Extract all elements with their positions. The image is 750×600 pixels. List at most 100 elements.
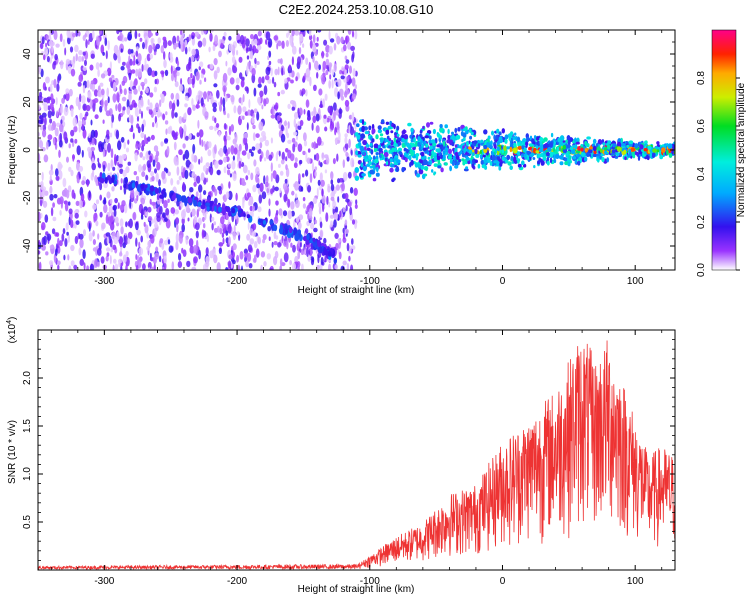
noise-cell [221,222,225,229]
noise-cell [259,137,265,143]
band-cell [490,140,493,146]
noise-cell [110,247,114,253]
noise-cell [70,219,74,228]
noise-cell [317,30,322,33]
noise-cell [352,93,356,100]
band-cell [364,131,370,135]
band-cell [376,166,379,173]
noise-cell [106,247,111,252]
noise-cell [54,53,58,61]
noise-cell [308,61,311,71]
noise-cell [83,229,86,237]
noise-cell [195,222,200,231]
band-cell [413,137,416,143]
noise-cell [57,237,60,246]
noise-cell [203,190,207,196]
signal-track-cell [246,214,251,219]
noise-cell [92,103,96,112]
noise-cell [176,71,180,77]
noise-cell [53,78,57,89]
noise-cell [171,261,175,270]
noise-cell [330,220,333,228]
band-cell [575,150,581,154]
band-cell [404,157,408,163]
noise-cell [208,166,211,173]
noise-cell [119,252,123,257]
noise-cell [206,94,210,103]
noise-cell [184,46,188,55]
noise-cell [246,192,251,198]
noise-cell [228,254,233,260]
band-cell [396,125,400,131]
noise-cell [42,200,48,208]
band-cell [616,141,622,148]
noise-cell [201,68,206,76]
noise-cell [268,154,273,161]
band-cell [507,161,512,166]
noise-cell [312,55,315,63]
band-cell [444,162,448,166]
noise-cell [263,175,266,185]
noise-cell [191,152,195,162]
noise-cell [121,154,127,159]
x-tick-label: -100 [360,276,380,287]
x-tick-label: -200 [227,576,247,587]
band-cell [461,158,465,162]
signal-track-cell [269,219,274,225]
noise-cell [182,154,186,161]
noise-cell [328,45,333,55]
noise-cell [106,252,110,257]
noise-cell [141,123,145,133]
noise-cell [188,34,192,41]
band-cell [357,154,362,158]
noise-cell [246,252,252,262]
noise-cell [159,238,164,244]
band-cell [423,159,429,165]
noise-cell [348,201,352,208]
noise-cell [85,104,91,112]
noise-cell [321,194,326,205]
noise-cell [43,154,49,163]
noise-cell [53,60,57,66]
noise-cell [51,43,54,54]
noise-cell [328,201,331,208]
band-cell [601,139,605,143]
noise-cell [282,182,288,191]
band-cell [361,126,365,132]
band-cell [403,134,409,140]
noise-cell [223,156,228,163]
noise-cell [225,60,228,67]
band-cell [489,161,493,166]
noise-cell [148,267,151,270]
noise-cell [38,240,41,245]
noise-cell [41,36,45,45]
band-cell [481,164,486,169]
noise-cell [227,223,232,234]
noise-cell [302,150,306,156]
noise-cell [61,233,65,242]
noise-cell [132,211,137,221]
noise-cell [209,63,214,70]
noise-cell [220,216,225,225]
noise-cell [199,79,202,85]
noise-cell [244,142,249,152]
noise-cell [242,94,245,103]
noise-cell [74,138,78,144]
noise-cell [318,202,322,209]
noise-cell [188,46,191,52]
noise-cell [147,206,152,213]
noise-cell [286,132,290,139]
noise-cell [106,87,109,98]
noise-cell [156,194,160,201]
band-cell [599,148,603,153]
noise-cell [107,142,111,153]
noise-cell [278,150,281,157]
noise-cell [282,210,288,217]
noise-cell [106,129,110,137]
noise-cell [287,121,290,129]
band-cell [507,133,513,139]
signal-track-cell [136,184,141,192]
noise-cell [273,81,277,88]
noise-cell [118,259,121,268]
signal-track-cell [279,224,283,231]
